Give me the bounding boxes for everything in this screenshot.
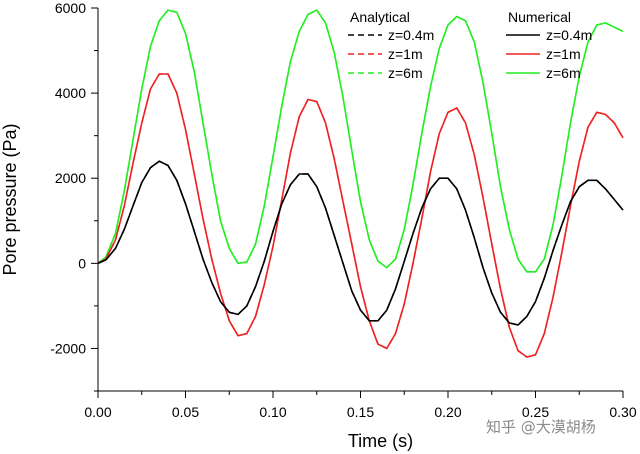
x-tick-label: 0.10 <box>259 404 286 420</box>
y-tick-label: 2000 <box>55 170 86 186</box>
legend-title-analytical: Analytical <box>350 9 410 25</box>
x-tick-label: 0.20 <box>434 404 461 420</box>
series-numerical-z=6m <box>97 9 624 273</box>
legend-label: z=1m <box>388 46 423 62</box>
x-tick-label: 0.00 <box>84 404 111 420</box>
series-analytical-z=6m <box>97 9 624 273</box>
legend-label: z=6m <box>546 65 581 81</box>
x-tick-label: 0.30 <box>609 404 636 420</box>
x-tick-label: 0.15 <box>347 404 374 420</box>
watermark: 知乎 @大漠胡杨 <box>486 418 596 436</box>
legend-label: z=0.4m <box>388 27 434 43</box>
x-tick-label: 0.05 <box>172 404 199 420</box>
legend-title-numerical: Numerical <box>508 9 571 25</box>
series-layer <box>97 9 624 358</box>
series-analytical-z=1m <box>97 73 624 358</box>
series-numerical-z=0.4m <box>97 160 624 326</box>
series-numerical-z=1m <box>97 73 624 358</box>
x-tick-label: 0.25 <box>522 404 549 420</box>
legend-label: z=1m <box>546 46 581 62</box>
y-tick-label: -2000 <box>50 340 86 356</box>
legend-label: z=0.4m <box>546 27 592 43</box>
series-analytical-z=0.4m <box>97 160 624 326</box>
y-tick-label: 0 <box>78 255 86 271</box>
y-tick-label: 4000 <box>55 85 86 101</box>
y-axis-title: Pore pressure (Pa) <box>0 123 20 275</box>
chart-legend: Analytical z=0.4m z=1m z=6m Numerical z=0.4m z… <box>348 9 592 81</box>
y-tick-label: 6000 <box>55 0 86 16</box>
x-axis-title: Time (s) <box>348 431 413 451</box>
legend-label: z=6m <box>388 65 423 81</box>
